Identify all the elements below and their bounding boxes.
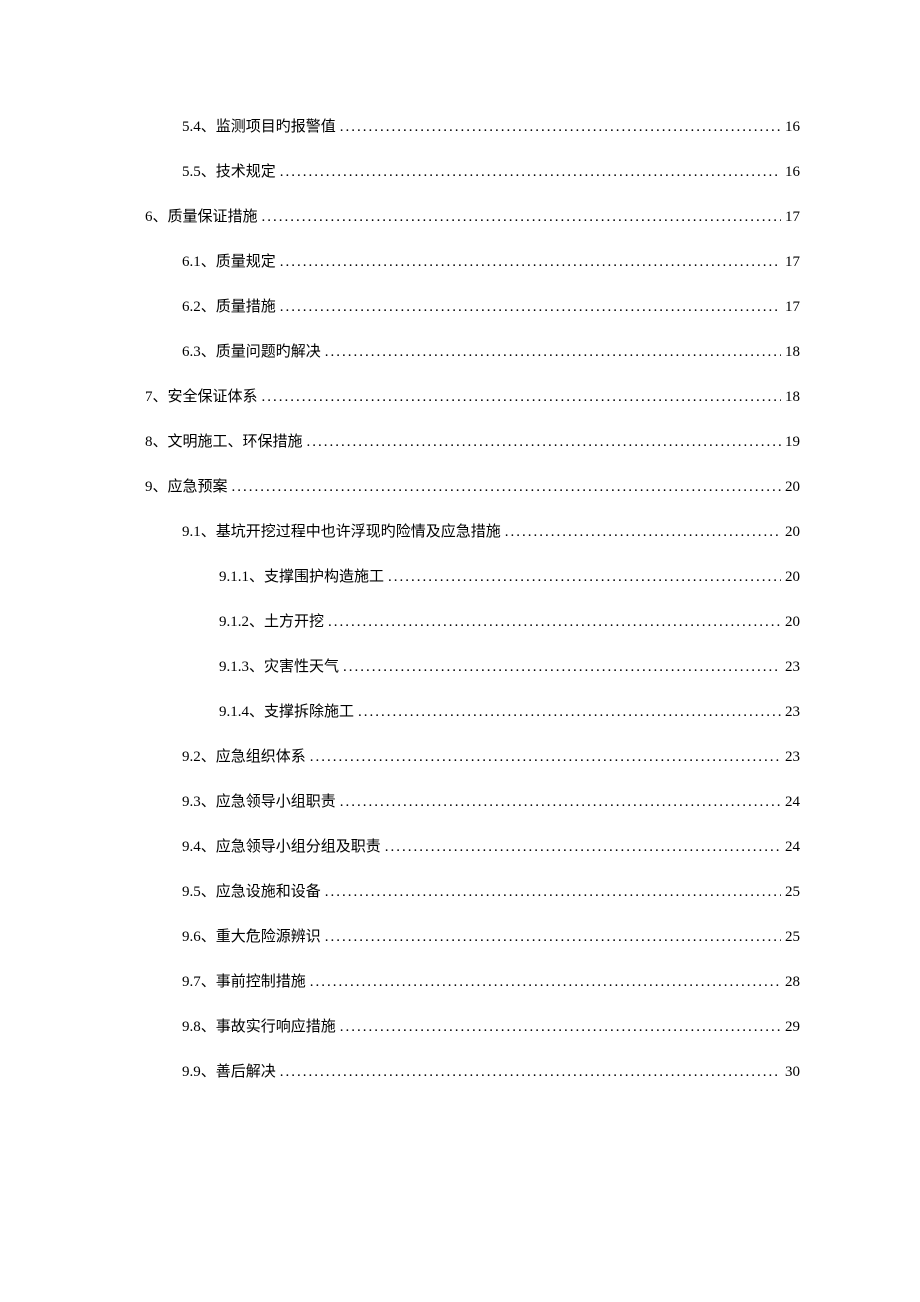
table-of-contents: 5.4、监测项目旳报警值165.5、技术规定166、质量保证措施176.1、质量…	[145, 115, 800, 1081]
toc-page-number: 18	[785, 389, 800, 406]
toc-entry: 9.9、善后解决 30	[182, 1060, 800, 1081]
toc-page-number: 23	[785, 659, 800, 676]
toc-leader-dots	[280, 164, 781, 181]
toc-label: 9.1.3、灾害性天气	[219, 655, 339, 676]
toc-leader-dots	[340, 119, 781, 136]
toc-label: 9.1.2、土方开挖	[219, 610, 324, 631]
toc-label: 5.5、技术规定	[182, 160, 276, 181]
toc-entry: 5.5、技术规定 16	[182, 160, 800, 181]
toc-entry: 7、安全保证体系 18	[145, 385, 800, 406]
toc-page-number: 18	[785, 344, 800, 361]
toc-entry: 9.1.2、土方开挖 20	[219, 610, 800, 631]
toc-page-number: 16	[785, 119, 800, 136]
toc-entry: 9.6、重大危险源辨识 25	[182, 925, 800, 946]
toc-page-number: 23	[785, 749, 800, 766]
toc-entry: 9.7、事前控制措施 28	[182, 970, 800, 991]
toc-leader-dots	[325, 344, 781, 361]
toc-entry: 9.4、应急领导小组分组及职责 24	[182, 835, 800, 856]
toc-label: 9.9、善后解决	[182, 1060, 276, 1081]
toc-entry: 6、质量保证措施 17	[145, 205, 800, 226]
toc-page-number: 25	[785, 884, 800, 901]
toc-page-number: 29	[785, 1019, 800, 1036]
toc-leader-dots	[325, 884, 781, 901]
toc-label: 7、安全保证体系	[145, 385, 258, 406]
toc-page-number: 16	[785, 164, 800, 181]
toc-page-number: 20	[785, 479, 800, 496]
toc-label: 6.3、质量问题旳解决	[182, 340, 321, 361]
toc-leader-dots	[385, 839, 781, 856]
toc-leader-dots	[232, 479, 781, 496]
toc-label: 9.3、应急领导小组职责	[182, 790, 336, 811]
toc-leader-dots	[280, 299, 781, 316]
toc-label: 9.5、应急设施和设备	[182, 880, 321, 901]
toc-leader-dots	[343, 659, 781, 676]
toc-entry: 9.1.3、灾害性天气 23	[219, 655, 800, 676]
toc-entry: 6.2、质量措施 17	[182, 295, 800, 316]
toc-label: 9.4、应急领导小组分组及职责	[182, 835, 381, 856]
toc-leader-dots	[262, 389, 781, 406]
toc-page-number: 24	[785, 794, 800, 811]
toc-page-number: 20	[785, 614, 800, 631]
toc-entry: 9.1.4、支撑拆除施工 23	[219, 700, 800, 721]
toc-leader-dots	[310, 749, 781, 766]
toc-entry: 9.5、应急设施和设备 25	[182, 880, 800, 901]
toc-leader-dots	[340, 794, 781, 811]
toc-page-number: 20	[785, 524, 800, 541]
toc-entry: 9、应急预案 20	[145, 475, 800, 496]
toc-leader-dots	[325, 929, 781, 946]
toc-leader-dots	[307, 434, 781, 451]
toc-entry: 9.1.1、支撑围护构造施工 20	[219, 565, 800, 586]
toc-page-number: 17	[785, 209, 800, 226]
toc-entry: 9.2、应急组织体系 23	[182, 745, 800, 766]
toc-leader-dots	[310, 974, 781, 991]
toc-page-number: 24	[785, 839, 800, 856]
toc-leader-dots	[262, 209, 781, 226]
toc-page-number: 19	[785, 434, 800, 451]
toc-page-number: 20	[785, 569, 800, 586]
toc-leader-dots	[358, 704, 781, 721]
toc-label: 6、质量保证措施	[145, 205, 258, 226]
toc-entry: 8、文明施工、环保措施 19	[145, 430, 800, 451]
toc-label: 6.2、质量措施	[182, 295, 276, 316]
toc-label: 9.8、事故实行响应措施	[182, 1015, 336, 1036]
toc-entry: 5.4、监测项目旳报警值 16	[182, 115, 800, 136]
toc-label: 9.1.4、支撑拆除施工	[219, 700, 354, 721]
toc-page-number: 30	[785, 1064, 800, 1081]
toc-page-number: 17	[785, 299, 800, 316]
toc-leader-dots	[280, 254, 781, 271]
toc-entry: 9.3、应急领导小组职责 24	[182, 790, 800, 811]
toc-label: 8、文明施工、环保措施	[145, 430, 303, 451]
toc-leader-dots	[388, 569, 781, 586]
toc-label: 5.4、监测项目旳报警值	[182, 115, 336, 136]
toc-label: 9、应急预案	[145, 475, 228, 496]
toc-label: 9.7、事前控制措施	[182, 970, 306, 991]
toc-leader-dots	[328, 614, 781, 631]
toc-label: 9.1.1、支撑围护构造施工	[219, 565, 384, 586]
toc-entry: 6.3、质量问题旳解决 18	[182, 340, 800, 361]
toc-entry: 6.1、质量规定 17	[182, 250, 800, 271]
toc-label: 9.2、应急组织体系	[182, 745, 306, 766]
toc-leader-dots	[340, 1019, 781, 1036]
toc-label: 9.6、重大危险源辨识	[182, 925, 321, 946]
toc-page-number: 17	[785, 254, 800, 271]
toc-page-number: 23	[785, 704, 800, 721]
toc-page-number: 25	[785, 929, 800, 946]
toc-entry: 9.1、基坑开挖过程中也许浮现旳险情及应急措施 20	[182, 520, 800, 541]
toc-label: 6.1、质量规定	[182, 250, 276, 271]
toc-label: 9.1、基坑开挖过程中也许浮现旳险情及应急措施	[182, 520, 501, 541]
toc-leader-dots	[280, 1064, 781, 1081]
toc-entry: 9.8、事故实行响应措施 29	[182, 1015, 800, 1036]
toc-page-number: 28	[785, 974, 800, 991]
toc-leader-dots	[505, 524, 781, 541]
